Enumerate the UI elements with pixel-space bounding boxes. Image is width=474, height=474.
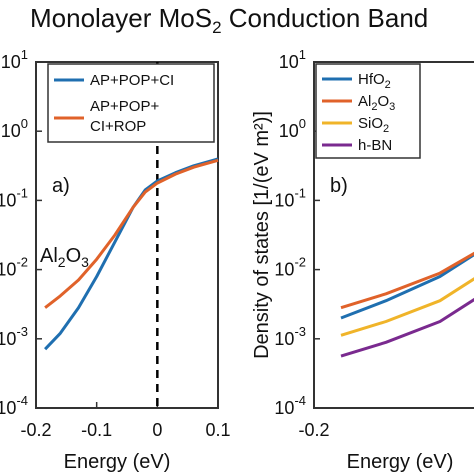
panelA-ytick-label: 101 (1, 47, 28, 72)
panelA-xtick-label: 0 (152, 420, 162, 440)
panelB-ytick-label: 10-4 (274, 393, 306, 418)
panel-b-ylabel: Density of states [1/(eV m²)] (251, 111, 273, 359)
panel-b-axes-frame (313, 61, 474, 409)
panelB-xtick-label: -0.2 (298, 420, 329, 440)
legend-label-hfo2: HfO2 (358, 71, 391, 91)
panelA-xtick-label: -0.1 (81, 420, 112, 440)
panelB-series-line-2 (340, 277, 474, 337)
panel-b-label: b) (330, 175, 348, 197)
panelB-ytick-label: 101 (279, 47, 306, 72)
panel-a: 10-4 10-3 10-2 10-1 100 101 -0.2 -0.1 0 0.1 a) A… (0, 47, 231, 473)
figure-title: Monolayer MoS2 Conduction Band (30, 3, 428, 37)
legend-label-al2o3: Al2O3 (358, 93, 395, 113)
panelB-series-line-3 (340, 297, 474, 358)
legend-label-ap-pop-ci: AP+POP+CI (90, 72, 174, 89)
panel-b-xlabel: Energy (eV) (347, 451, 454, 473)
panelB-ytick-label: 10-1 (274, 185, 306, 210)
legend-label-h-bn: h-BN (358, 137, 392, 154)
panelA-xtick-label: -0.2 (20, 420, 51, 440)
panel-a-legend: AP+POP+CI AP+POP+ CI+ROP (47, 63, 215, 143)
legend-label-ap-pop-ci-rop-line2: CI+ROP (90, 118, 146, 135)
legend-label-sio2: SiO2 (358, 115, 389, 135)
panelA-ytick-label: 10-2 (0, 255, 28, 280)
legend-label-ap-pop-ci-rop-line1: AP+POP+ (90, 98, 159, 115)
panelB-ytick-label: 10-3 (274, 324, 306, 349)
panelA-xtick-label: 0.1 (205, 420, 230, 440)
panel-a-legend-box (47, 63, 215, 143)
panelA-ytick-label: 10-3 (0, 324, 28, 349)
panelA-series-line-1 (44, 158, 219, 309)
panel-a-axes-frame (35, 61, 219, 409)
panelA-ytick-label: 100 (1, 116, 28, 141)
panelB-series-line-0 (340, 252, 474, 320)
panel-a-annotation: Al2O3 (40, 245, 89, 270)
panelB-series-line-1 (340, 251, 474, 310)
panelB-ytick-label: 100 (279, 116, 306, 141)
panel-a-xlabel: Energy (eV) (64, 451, 171, 473)
panelA-ytick-label: 10-4 (0, 393, 28, 418)
panel-b-legend: HfO2 Al2O3 SiO2 h-BN (315, 63, 421, 159)
panelB-ytick-label: 10-2 (274, 255, 306, 280)
panel-a-label: a) (52, 175, 70, 197)
panelA-ytick-label: 10-1 (0, 185, 28, 210)
